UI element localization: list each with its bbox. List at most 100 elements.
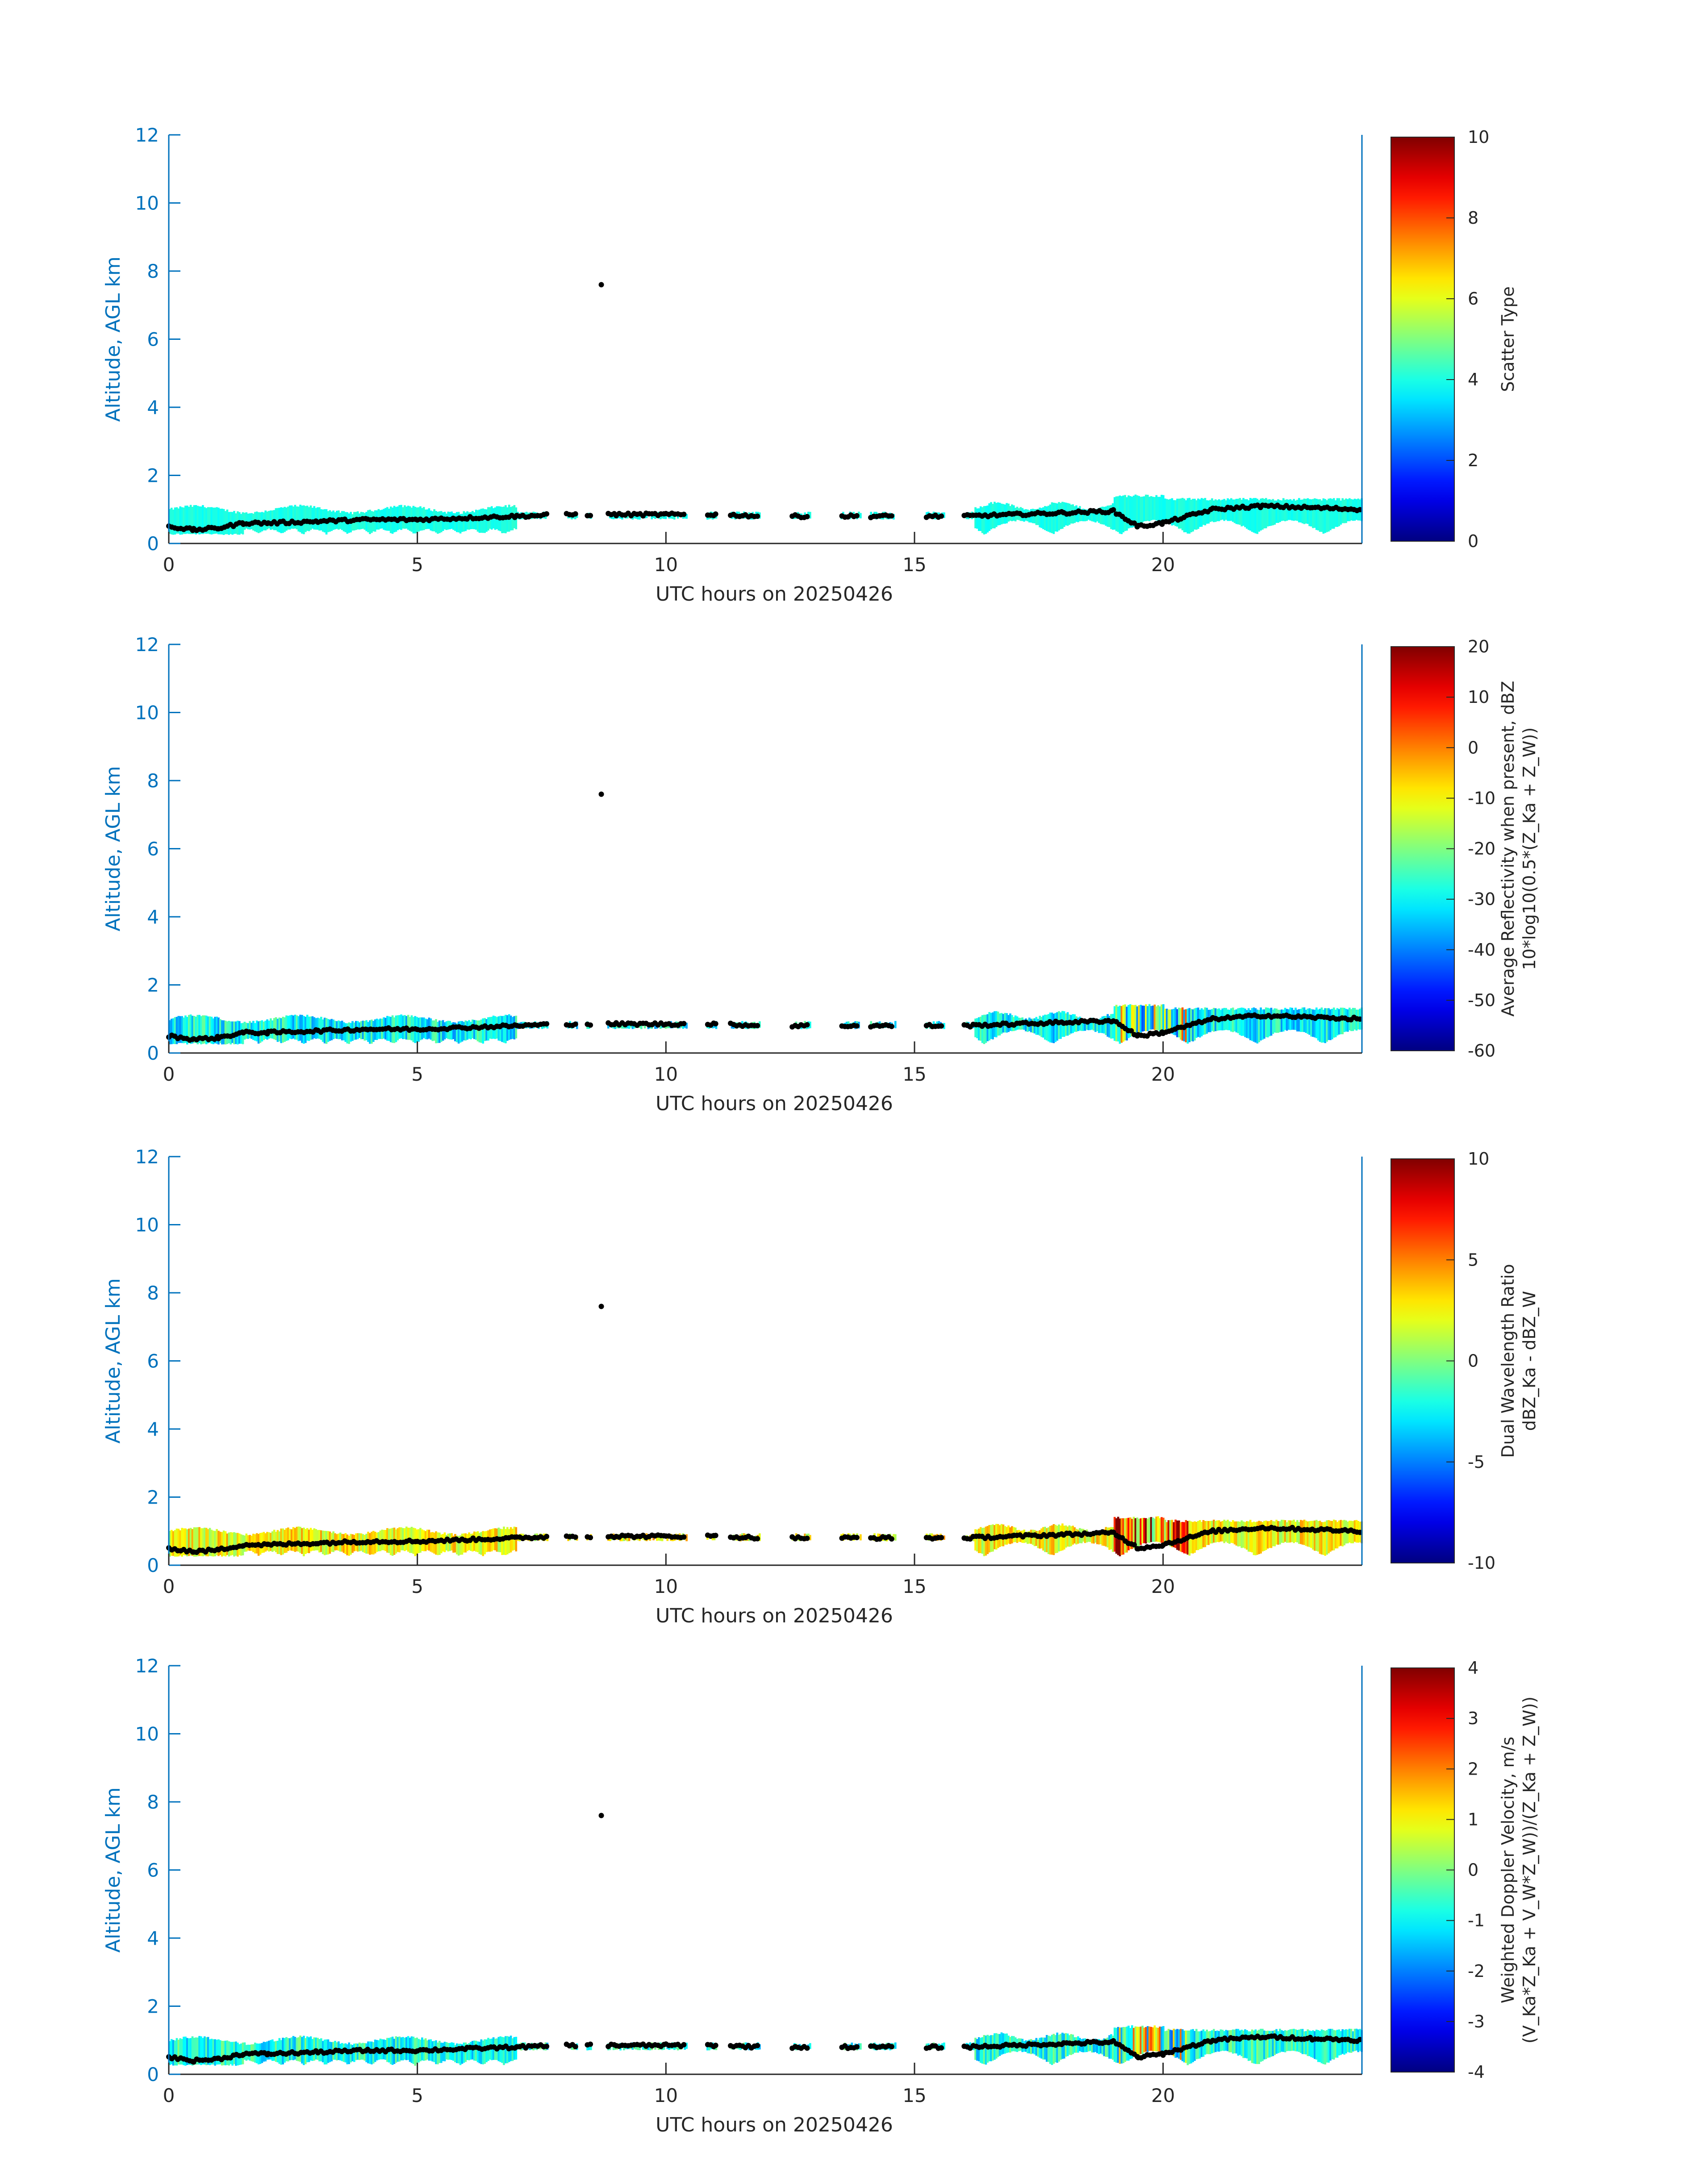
cloud-column <box>1171 2030 1173 2055</box>
x-tick-label: 10 <box>654 554 678 576</box>
cloud-column <box>285 1015 288 1041</box>
cloud-column <box>288 1529 291 1550</box>
cloud-column <box>461 1021 464 1042</box>
cloud-column <box>654 1022 656 1029</box>
cloud-column <box>1082 509 1085 522</box>
cloud-column <box>209 507 211 535</box>
cloud-column <box>175 1017 178 1045</box>
cloud-column <box>1174 1519 1177 1548</box>
cloud-column <box>1242 1007 1244 1036</box>
cloud-column <box>1060 503 1062 529</box>
cloud-column <box>1286 499 1288 521</box>
cloud-column <box>1233 2029 1236 2054</box>
cloud-column <box>1280 1009 1283 1032</box>
cloud-column <box>1173 500 1175 525</box>
cloud-column <box>400 1527 402 1550</box>
cloud-column <box>266 1532 268 1551</box>
cloud-base-markers <box>166 2033 1363 2065</box>
cloud-column <box>1126 497 1128 531</box>
cloud-column <box>1128 1005 1130 1038</box>
cloud-column <box>348 1022 351 1044</box>
cloud-column <box>222 2041 225 2065</box>
cloud-column <box>1155 1006 1158 1030</box>
cloud-column <box>297 1016 300 1041</box>
y-axis-label: Altitude, AGL km <box>102 256 125 422</box>
cloud-column <box>191 1015 194 1044</box>
x-tick-label: 20 <box>1151 2085 1175 2106</box>
colorbar-tick-label: 0 <box>1468 1351 1478 1371</box>
cloud-base-point <box>804 2045 810 2051</box>
cloud-column <box>1336 1522 1339 1549</box>
cloud-column <box>177 2039 180 2064</box>
y-tick-label: 10 <box>135 1723 159 1745</box>
cloud-column <box>1240 1007 1243 1036</box>
cloud-column <box>270 1533 272 1551</box>
cloud-column <box>1249 1010 1252 1040</box>
cloud-column <box>169 1531 171 1557</box>
cloud-column <box>1314 1010 1316 1038</box>
cloud-column <box>1051 2035 1053 2065</box>
x-axis-label: UTC hours on 20250426 <box>656 2114 893 2136</box>
cloud-column <box>472 1534 474 1552</box>
cloud-column <box>186 506 188 534</box>
cloud-column <box>1138 2027 1140 2056</box>
cloud-column <box>191 506 194 534</box>
colorbar-tick-label: -10 <box>1468 788 1495 808</box>
cloud-column <box>1091 510 1093 522</box>
cloud-column <box>179 1530 182 1555</box>
cloud-column <box>200 2036 202 2065</box>
cloud-column <box>463 1533 465 1553</box>
cloud-column <box>1178 498 1180 529</box>
cloud-column <box>1230 1522 1232 1543</box>
cloud-column <box>1131 1005 1133 1036</box>
cloud-column <box>1331 1009 1333 1040</box>
cloud-column <box>1047 1014 1050 1042</box>
cloud-column <box>266 2041 268 2060</box>
cloud-column <box>407 2036 409 2060</box>
cloud-column <box>1169 1009 1172 1033</box>
cloud-column <box>200 506 202 534</box>
cloud-column <box>459 2043 462 2065</box>
cloud-column <box>346 1023 349 1044</box>
cloud-column <box>306 1528 309 1553</box>
cloud-column <box>809 1021 811 1028</box>
cloud-column <box>308 507 310 531</box>
cloud-base-point <box>939 2045 944 2051</box>
cloud-column <box>1253 1521 1255 1555</box>
cloud-column <box>1087 2039 1090 2052</box>
cloud-column <box>457 512 460 533</box>
cloud-column <box>216 2039 218 2065</box>
cloud-column <box>1099 1018 1102 1033</box>
cloud-column <box>1111 1014 1114 1039</box>
cloud-column <box>1322 498 1325 534</box>
cloud-base-point <box>681 1021 687 1027</box>
cloud-column <box>1108 2035 1111 2059</box>
cloud-column <box>1091 2039 1093 2053</box>
colorbar-tick-label: 0 <box>1468 531 1478 551</box>
cloud-column <box>1098 508 1100 523</box>
cloud-column <box>205 1528 208 1556</box>
cloud-column <box>1099 2040 1102 2054</box>
cloud-column <box>588 2044 590 2050</box>
cloud-column <box>1173 1522 1175 1547</box>
cloud-column <box>1244 1008 1246 1037</box>
cloud-column <box>1027 1531 1029 1544</box>
cloud-column <box>1054 2035 1057 2063</box>
cloud-column <box>1128 495 1130 529</box>
cloud-column <box>1033 2040 1036 2055</box>
cloud-column <box>308 2037 310 2062</box>
cloud-column <box>1181 1522 1184 1552</box>
cloud-column <box>1058 1524 1060 1552</box>
cloud-base-point <box>889 2044 894 2050</box>
cloud-column <box>217 1530 220 1556</box>
cloud-base-point <box>572 2044 578 2050</box>
colorbar-tick-label: -3 <box>1468 2012 1485 2031</box>
cloud-column <box>478 1020 481 1043</box>
cloud-column <box>1134 494 1137 525</box>
cloud-column <box>303 1016 305 1044</box>
cloud-column <box>1307 1521 1309 1547</box>
cloud-column <box>1060 1525 1062 1551</box>
cloud-column <box>505 2036 507 2064</box>
cloud-column <box>297 506 300 532</box>
cloud-column <box>1317 1521 1320 1552</box>
